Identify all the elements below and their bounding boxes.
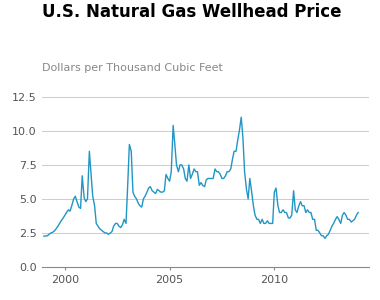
Text: U.S. Natural Gas Wellhead Price: U.S. Natural Gas Wellhead Price bbox=[42, 3, 341, 21]
Text: Dollars per Thousand Cubic Feet: Dollars per Thousand Cubic Feet bbox=[42, 63, 223, 73]
